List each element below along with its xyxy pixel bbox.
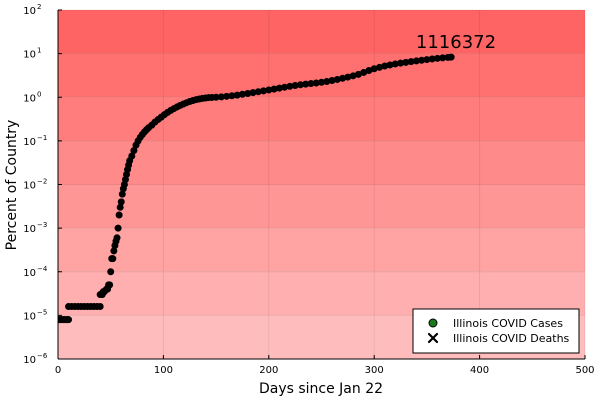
legend-label-cases: Illinois COVID Cases: [453, 317, 563, 330]
y-tick-label: 10: [23, 224, 36, 235]
x-tick-label: 500: [575, 365, 594, 376]
background-band: [58, 184, 585, 229]
y-tick-exponent: −6: [37, 352, 48, 360]
y-tick-exponent: 1: [37, 47, 41, 55]
y-tick-exponent: 0: [37, 90, 41, 98]
y-tick-exponent: −3: [37, 221, 47, 229]
y-tick-label: 10: [23, 6, 36, 17]
data-point: [113, 234, 121, 242]
data-point: [96, 302, 104, 310]
x-tick-label: 200: [259, 365, 278, 376]
data-points: [58, 53, 455, 324]
data-point: [109, 255, 117, 263]
y-tick-exponent: −2: [37, 178, 47, 186]
background-band: [58, 271, 585, 316]
y-tick-exponent: 2: [37, 3, 41, 11]
y-axis-title: Percent of Country: [4, 120, 20, 251]
annotation-label: 1116372: [416, 32, 496, 53]
data-point: [114, 224, 122, 232]
y-tick-exponent: −4: [37, 265, 48, 273]
background-bands: [58, 10, 585, 359]
y-tick-label: 10: [23, 137, 36, 148]
y-tick-exponent: −1: [37, 134, 47, 142]
data-point: [106, 281, 114, 289]
legend-marker-cases: [428, 318, 438, 328]
y-tick-label: 10: [23, 355, 36, 366]
data-point: [447, 53, 455, 61]
x-axis-title: Days since Jan 22: [259, 381, 383, 397]
legend-marker-deaths: [427, 332, 439, 344]
y-tick-label: 10: [23, 311, 36, 322]
data-point: [115, 211, 123, 219]
legend-label-deaths: Illinois COVID Deaths: [453, 332, 570, 345]
y-tick-label: 10: [23, 181, 36, 192]
data-point: [117, 198, 125, 206]
y-tick-exponent: −5: [37, 308, 47, 316]
background-band: [58, 10, 585, 54]
data-point: [107, 268, 115, 276]
legend: Illinois COVID Cases Illinois COVID Deat…: [412, 308, 580, 354]
data-point: [65, 316, 73, 324]
x-tick-label: 100: [154, 365, 173, 376]
background-band: [58, 97, 585, 141]
y-tick-label: 10: [23, 93, 36, 104]
background-band: [58, 53, 585, 98]
background-band: [58, 228, 585, 272]
x-tick-label: 300: [365, 365, 384, 376]
x-tick-label: 0: [55, 365, 61, 376]
background-band: [58, 140, 585, 185]
x-tick-label: 400: [470, 365, 489, 376]
x-axis-ticks: 0 100 200 300 400 500: [55, 355, 595, 376]
y-tick-label: 10: [23, 50, 36, 61]
y-tick-label: 10: [23, 268, 36, 279]
legend-box: [412, 308, 580, 354]
